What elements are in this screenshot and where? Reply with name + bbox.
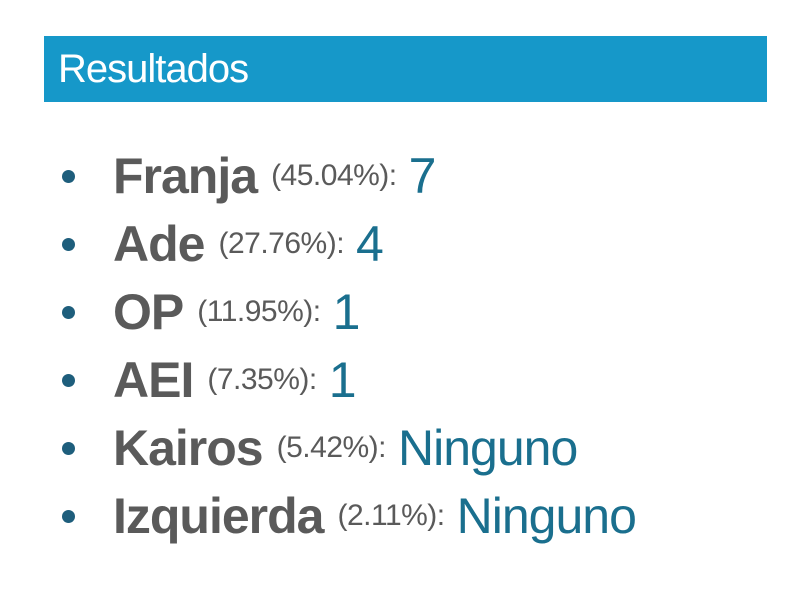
party-name: AEI <box>113 352 194 408</box>
party-seats: 4 <box>356 216 384 272</box>
list-item: Kairos (5.42%): Ninguno <box>60 414 636 482</box>
party-percentage: (7.35%): <box>207 363 317 396</box>
party-name: Izquierda <box>113 488 324 544</box>
page-title: Resultados <box>58 47 249 91</box>
list-item: Franja (45.04%): 7 <box>60 142 636 210</box>
list-item: Ade (27.76%): 4 <box>60 210 636 278</box>
party-percentage: (45.04%): <box>271 159 397 192</box>
party-name: Kairos <box>113 420 264 476</box>
party-percentage: (2.11%): <box>337 499 445 532</box>
results-header: Resultados <box>44 36 767 102</box>
party-seats: 1 <box>332 284 361 340</box>
bullet-icon <box>62 306 75 319</box>
party-percentage: (27.76%): <box>218 227 345 260</box>
party-name: Franja <box>113 148 258 204</box>
bullet-icon <box>62 510 75 523</box>
party-name: Ade <box>113 216 205 272</box>
bullet-icon <box>62 374 75 387</box>
bullet-icon <box>62 442 75 455</box>
results-list: Franja (45.04%): 7 Ade (27.76%): 4 OP (1… <box>60 142 637 550</box>
party-seats: Ninguno <box>398 420 578 476</box>
list-item: AEI (7.35%): 1 <box>60 346 636 414</box>
list-item: OP (11.95%): 1 <box>60 278 636 346</box>
party-percentage: (11.95%): <box>197 295 321 328</box>
party-seats: 1 <box>328 352 357 408</box>
list-item: Izquierda (2.11%): Ninguno <box>60 482 637 550</box>
party-name: OP <box>113 284 184 340</box>
bullet-icon <box>62 238 75 251</box>
party-seats: 7 <box>408 148 437 204</box>
party-percentage: (5.42%): <box>276 431 387 464</box>
bullet-icon <box>62 170 75 183</box>
party-seats: Ninguno <box>456 488 637 544</box>
